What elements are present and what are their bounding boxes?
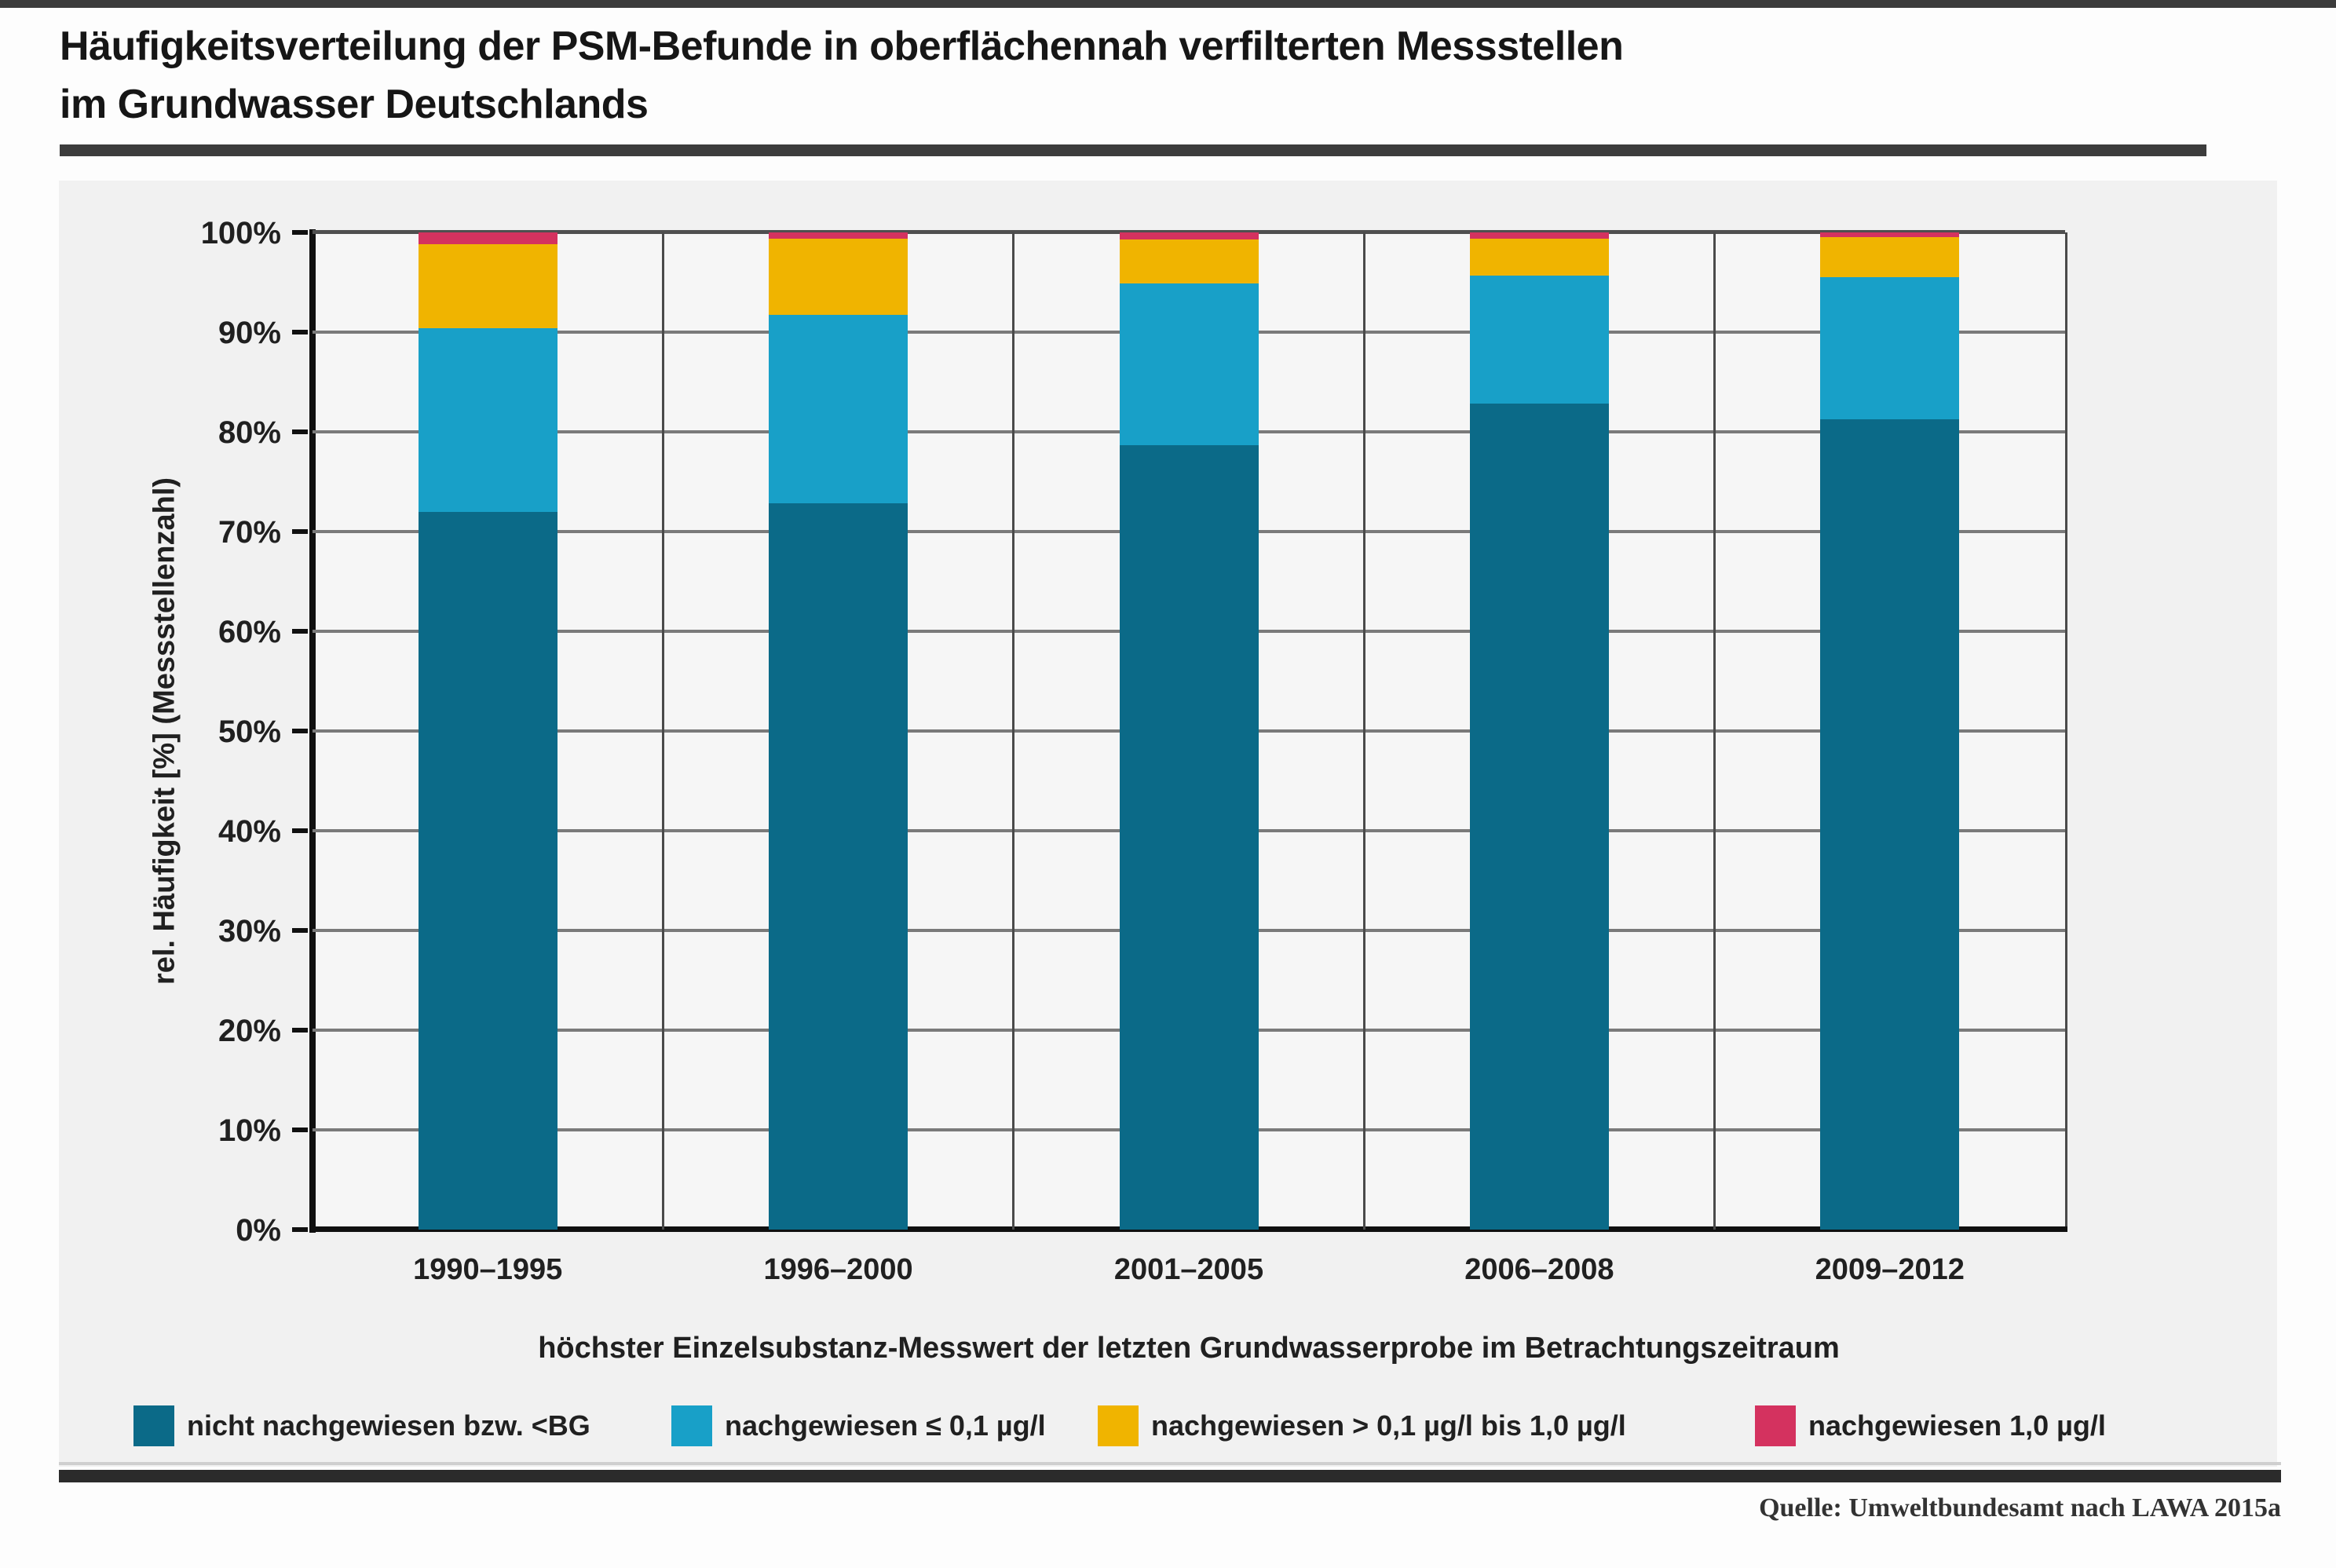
bar-segment <box>1469 232 1609 239</box>
bar-segment <box>1469 238 1609 276</box>
y-axis-tick-40 <box>292 828 308 833</box>
bottom-border-rule <box>59 1470 2281 1482</box>
gridline-100 <box>313 230 2065 234</box>
bar-segment <box>418 327 557 512</box>
bar-segment <box>1119 232 1259 239</box>
legend-item-nachgewiesen-01-bis-10: nachgewiesen > 0,1 µg/l bis 1,0 µg/l <box>1098 1404 1626 1448</box>
chart-title: Häufigkeitsverteilung der PSM-Befunde in… <box>60 17 2227 133</box>
category-separator <box>1362 232 1365 1230</box>
y-axis-tick-50 <box>292 729 308 733</box>
legend-item-nachgewiesen-01: nachgewiesen ≤ 0,1 µg/l <box>671 1404 1046 1448</box>
y-tick-label-80: 80% <box>218 415 281 450</box>
bar-segment <box>1820 277 1960 419</box>
chart-title-line1: Häufigkeitsverteilung der PSM-Befunde in… <box>60 24 1624 69</box>
y-axis-tick-20 <box>292 1028 308 1033</box>
bar-segment <box>769 238 908 316</box>
y-tick-label-30: 30% <box>218 914 281 948</box>
legend-swatch-light-blue <box>671 1405 712 1446</box>
y-tick-label-50: 50% <box>218 715 281 749</box>
x-tick-label: 1996–2000 <box>763 1253 913 1286</box>
y-tick-label-20: 20% <box>218 1014 281 1048</box>
y-axis-tick-60 <box>292 629 308 634</box>
y-tick-label-40: 40% <box>218 814 281 849</box>
y-tick-label-100: 100% <box>200 216 281 250</box>
legend-item-nicht-nachgewiesen: nicht nachgewiesen bzw. <BG <box>133 1404 590 1448</box>
legend-swatch-pink <box>1755 1405 1796 1446</box>
bar-segment <box>1820 237 1960 278</box>
bar-segment <box>1119 283 1259 445</box>
bar-segment <box>418 244 557 328</box>
y-tick-label-10: 10% <box>218 1113 281 1148</box>
top-border-rule <box>0 0 2336 8</box>
bar-segment <box>769 503 908 1230</box>
y-axis-tick-10 <box>292 1128 308 1132</box>
bar-segment <box>1820 418 1960 1230</box>
y-tick-label-90: 90% <box>218 316 281 350</box>
y-axis-tick-80 <box>292 429 308 434</box>
legend-label: nicht nachgewiesen bzw. <BG <box>187 1409 590 1442</box>
legend-item-nachgewiesen-10: nachgewiesen 1,0 µg/l <box>1755 1404 2106 1448</box>
x-tick-label: 2001–2005 <box>1113 1253 1264 1286</box>
title-underline-rule <box>60 144 2206 156</box>
y-axis-tick-0 <box>292 1227 308 1232</box>
bar-segment <box>1119 444 1259 1230</box>
y-tick-label-60: 60% <box>218 615 281 649</box>
category-separator <box>1012 232 1015 1230</box>
y-tick-label-70: 70% <box>218 515 281 550</box>
bar-segment <box>769 232 908 239</box>
x-tick-label: 1990–1995 <box>413 1253 563 1286</box>
category-separator <box>661 232 664 1230</box>
x-axis-title: höchster Einzelsubstanz-Messwert der let… <box>538 1332 1840 1365</box>
y-axis-tick-90 <box>292 330 308 334</box>
x-tick-label: 2009–2012 <box>1815 1253 1965 1286</box>
y-tick-label-0: 0% <box>236 1213 281 1248</box>
bar-segment <box>769 315 908 504</box>
category-separator <box>1713 232 1716 1230</box>
y-axis-title: rel. Häufigkeit [%] (Messstellenzahl) <box>148 477 181 985</box>
source-credit: Quelle: Umweltbundesamt nach LAWA 2015a <box>1759 1493 2281 1522</box>
bar-segment <box>1119 239 1259 283</box>
x-tick-label: 2006–2008 <box>1464 1253 1614 1286</box>
bar-segment <box>1469 275 1609 404</box>
y-axis-tick-70 <box>292 529 308 534</box>
bar-segment <box>1820 232 1960 238</box>
plot-area: 0% 10% 20% 30% 40% 50% 60% 70% 80% 90% 100% 1990–19… <box>201 216 2067 1286</box>
legend-label: nachgewiesen ≤ 0,1 µg/l <box>725 1409 1046 1442</box>
bar-segment <box>418 511 557 1230</box>
bottom-rule-highlight <box>59 1462 2281 1465</box>
bar-segment <box>418 232 557 245</box>
legend-swatch-yellow <box>1098 1405 1139 1446</box>
legend-label: nachgewiesen > 0,1 µg/l bis 1,0 µg/l <box>1151 1409 1626 1442</box>
legend-label: nachgewiesen 1,0 µg/l <box>1808 1409 2106 1442</box>
bar-segment <box>1469 404 1609 1230</box>
legend-swatch-dark-blue <box>133 1405 174 1446</box>
chart-title-line2: im Grundwasser Deutschlands <box>60 82 649 127</box>
y-axis-tick-30 <box>292 928 308 933</box>
y-axis-tick-100 <box>292 230 308 235</box>
